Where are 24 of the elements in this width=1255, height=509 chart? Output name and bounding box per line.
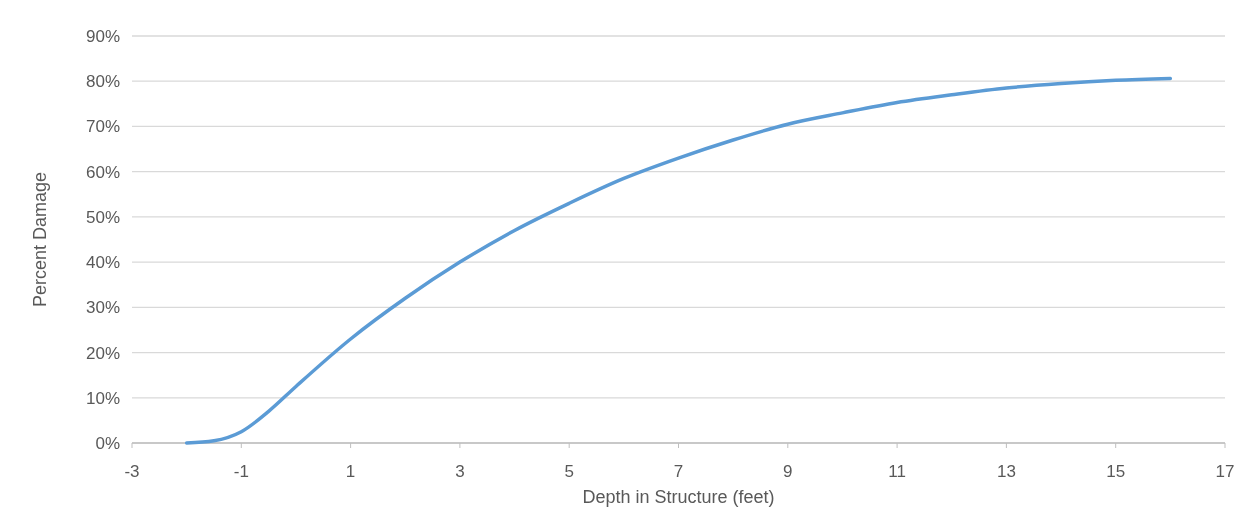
y-tick-label: 40% [85, 253, 120, 273]
x-tick-label: -1 [233, 462, 249, 481]
y-tick-label: 60% [85, 162, 120, 182]
x-tick-label: 3 [455, 462, 465, 481]
x-tick-label: 5 [564, 462, 574, 481]
y-tick-label: 50% [85, 207, 120, 227]
x-tick-label: 7 [673, 462, 684, 481]
y-tick-label: 90% [85, 27, 120, 46]
x-tick-label: 15 [1106, 462, 1126, 481]
line-series [184, 76, 1173, 445]
x-tick-label: 17 [1215, 462, 1235, 481]
y-tick-label: 10% [85, 388, 120, 408]
y-tick-label: 30% [85, 298, 120, 318]
y-tick-label: 0% [95, 434, 120, 453]
y-tick-label: 70% [85, 117, 120, 137]
x-tick-label: 9 [783, 462, 793, 481]
x-tick-label: 1 [345, 462, 356, 481]
y-tick-label: 20% [85, 343, 120, 363]
x-tick-label: 11 [888, 462, 906, 481]
x-tick-label: -3 [124, 462, 140, 481]
y-tick-label: 80% [85, 72, 120, 92]
x-tick-label: 13 [996, 462, 1016, 481]
x-axis-title: Depth in Structure (feet) [582, 487, 775, 507]
y-axis-title: Percent Damage [30, 171, 50, 308]
